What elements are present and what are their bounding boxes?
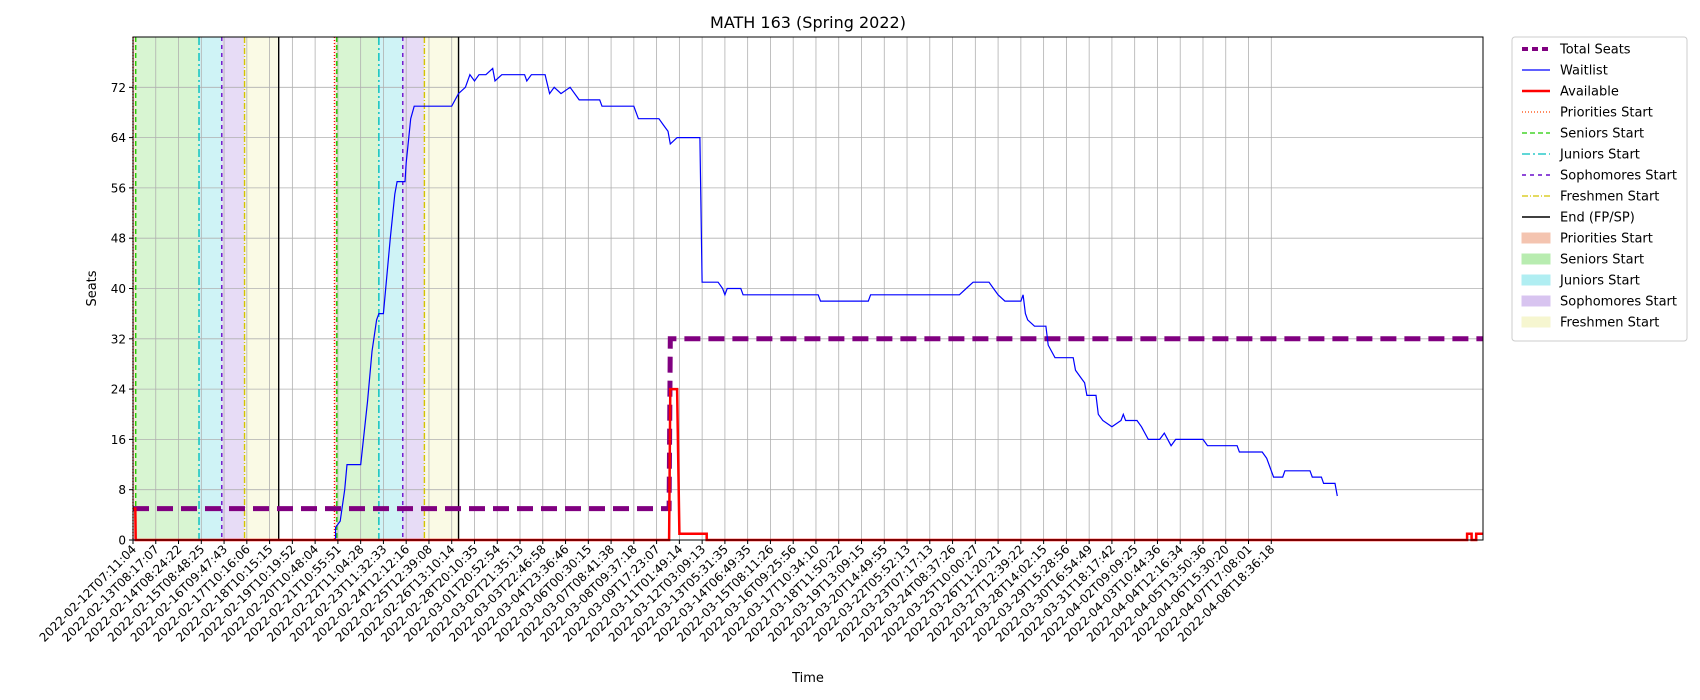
- y-tick-label: 8: [118, 483, 126, 497]
- legend-entry: Juniors Start: [1521, 274, 1640, 289]
- legend-entry: Priorities Start: [1521, 232, 1653, 247]
- series-total-seats: [133, 336, 1483, 512]
- legend-label: End (FP/SP): [1560, 211, 1635, 226]
- legend-label: Priorities Start: [1560, 106, 1653, 121]
- legend-label: Juniors Start: [1559, 274, 1640, 289]
- x-axis: 2022-02-12T07:11:042022-02-13T08:17:0720…: [37, 540, 1277, 645]
- legend-entry: Sophomores Start: [1522, 169, 1677, 184]
- legend-swatch: [1521, 253, 1551, 265]
- legend-label: Available: [1560, 85, 1619, 100]
- legend-label: Sophomores Start: [1560, 295, 1677, 310]
- x-axis-label: Time: [791, 671, 824, 686]
- y-tick-label: 72: [111, 81, 126, 95]
- y-tick-label: 56: [111, 181, 126, 195]
- legend-label: Seniors Start: [1560, 127, 1644, 142]
- y-axis: 0 8 16 24 32 40 48 56 64 72: [111, 81, 133, 548]
- legend-swatch: [1521, 232, 1551, 244]
- legend-entry: Freshmen Start: [1521, 316, 1659, 331]
- legend-entry: Priorities Start: [1522, 106, 1653, 121]
- y-axis-label: Seats: [85, 270, 100, 306]
- y-tick-label: 64: [111, 131, 126, 145]
- legend-entry: Total Seats: [1522, 43, 1631, 58]
- y-tick-label: 40: [111, 282, 126, 296]
- legend-label: Waitlist: [1560, 64, 1608, 79]
- legend-entry: End (FP/SP): [1522, 211, 1635, 226]
- legend-entry: Seniors Start: [1522, 127, 1644, 142]
- period-lines: [132, 37, 460, 540]
- legend-label: Freshmen Start: [1560, 316, 1659, 331]
- legend-label: Freshmen Start: [1560, 190, 1659, 205]
- y-tick-label: 0: [118, 534, 126, 548]
- legend-label: Priorities Start: [1560, 232, 1653, 247]
- y-tick-label: 48: [111, 232, 126, 246]
- legend-entry: Sophomores Start: [1521, 295, 1677, 310]
- grid-lines: [132, 37, 1483, 541]
- legend-label: Sophomores Start: [1560, 169, 1677, 184]
- legend-swatch: [1521, 295, 1551, 307]
- legend: Total Seats Waitlist Available Priorities S…: [1511, 36, 1688, 342]
- chart-title: MATH 163 (Spring 2022): [710, 13, 906, 32]
- legend-label: Juniors Start: [1559, 148, 1640, 163]
- legend-entry: Available: [1522, 85, 1619, 100]
- y-tick-label: 32: [111, 332, 126, 346]
- series-waitlist: [133, 67, 1338, 541]
- legend-entry: Freshmen Start: [1522, 190, 1659, 205]
- legend-label: Total Seats: [1559, 43, 1631, 58]
- legend-entry: Waitlist: [1522, 64, 1608, 79]
- legend-entry: Seniors Start: [1521, 253, 1644, 268]
- legend-swatch: [1521, 274, 1551, 286]
- legend-label: Seniors Start: [1560, 253, 1644, 268]
- legend-box: [1511, 36, 1688, 342]
- legend-entry: Juniors Start: [1522, 148, 1640, 163]
- y-tick-label: 16: [111, 433, 126, 447]
- y-tick-label: 24: [111, 383, 126, 397]
- legend-swatch: [1521, 316, 1551, 328]
